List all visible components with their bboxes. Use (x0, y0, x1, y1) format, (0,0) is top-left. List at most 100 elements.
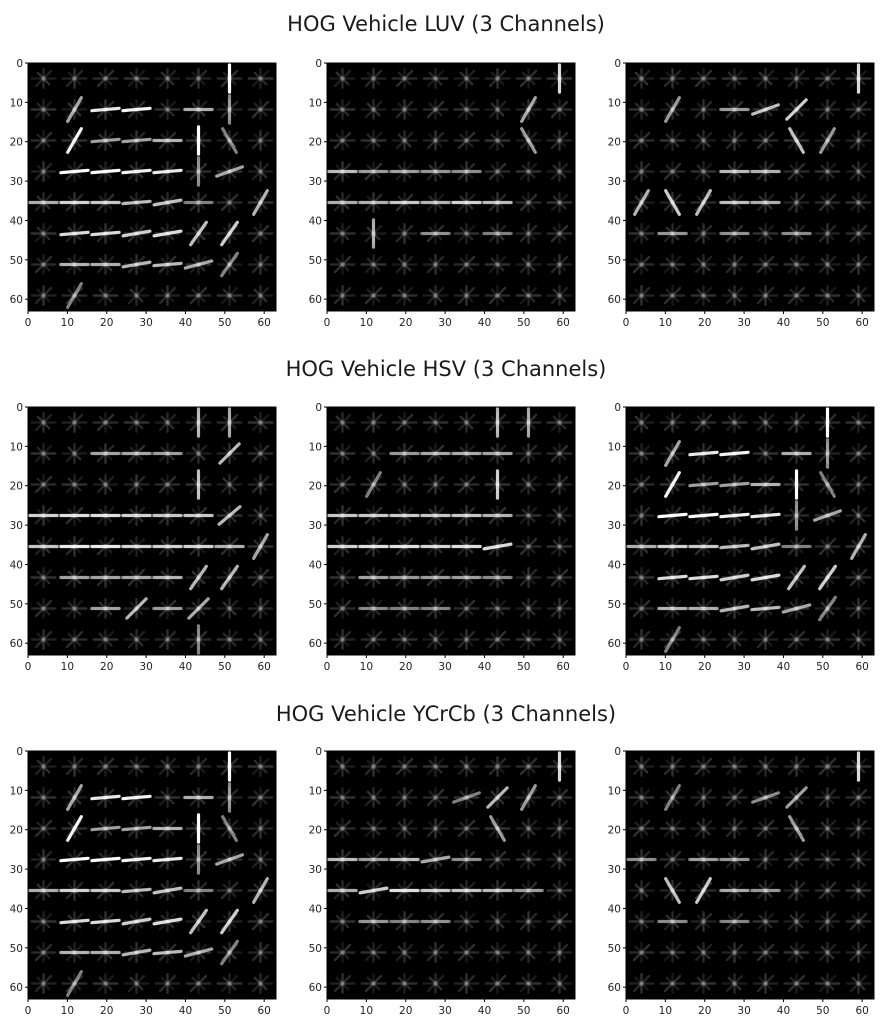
hog-cell (690, 817, 717, 840)
y-tick-label: 20 (608, 825, 621, 837)
axes-frame (27, 62, 277, 312)
hog-cell (329, 910, 356, 933)
hog-cell (721, 67, 748, 89)
hog-cell (546, 972, 573, 995)
plot-background (327, 751, 575, 999)
hog-cell (546, 99, 573, 120)
hog-cell (783, 67, 810, 89)
hog-cell (92, 628, 119, 651)
hog-cell (515, 443, 542, 464)
x-tick-label: 60 (258, 1005, 271, 1017)
hog-cell (422, 473, 449, 496)
hog-gradient-stroke (59, 918, 90, 925)
x-tick-label: 60 (856, 317, 869, 329)
hog-cell (92, 411, 119, 433)
hog-cell (329, 628, 356, 651)
hog-cell (154, 284, 181, 307)
hog-cell (546, 160, 573, 183)
hog-cell (628, 67, 655, 89)
hog-cell (752, 253, 779, 276)
hog-panel-hsv-ch3: 0 10 20 30 40 50 60 0 10 20 30 40 50 60 (598, 401, 880, 683)
hog-cell (360, 253, 387, 276)
plot-background (327, 63, 575, 311)
hog-cell (721, 910, 748, 933)
x-tick-label: 30 (139, 317, 152, 329)
y-tick-label: 50 (10, 255, 23, 267)
hog-cell (123, 473, 150, 496)
y-tick-label: 30 (309, 520, 322, 532)
y-tick-label: 30 (608, 520, 621, 532)
hog-gradient-stroke (152, 949, 183, 956)
hog-cell (659, 284, 686, 307)
hog-gradient-stroke (189, 564, 208, 591)
y-tick-label: 0 (16, 402, 23, 414)
hog-cell (453, 129, 480, 152)
hog-gradient-stroke (664, 471, 681, 498)
hog-cell (721, 628, 748, 651)
y-tick-label: 30 (10, 864, 23, 876)
x-tick-label: 0 (324, 661, 331, 673)
x-tick-label: 40 (179, 317, 192, 329)
hog-gradient-stroke (152, 856, 183, 863)
hog-cell (814, 191, 841, 214)
y-tick-label: 10 (10, 441, 23, 453)
hog-cell (628, 129, 655, 152)
y-tick-label: 10 (10, 97, 23, 109)
hog-cell (845, 504, 872, 527)
y-tick-label: 20 (309, 825, 322, 837)
hog-gradient-stroke (121, 825, 152, 832)
hog-cell (690, 67, 717, 89)
hog-cell (721, 972, 748, 995)
hog-cell (453, 597, 480, 620)
x-tick-label: 10 (61, 317, 74, 329)
hog-cell (752, 817, 779, 840)
hog-cell (814, 222, 841, 245)
hog-cell (247, 597, 274, 620)
hog-cell (247, 910, 274, 933)
hog-cell (515, 566, 542, 589)
hog-panel-ycrcb-ch3: 0 10 20 30 40 50 60 0 10 20 30 40 50 60 (598, 745, 880, 1027)
hog-cell (30, 817, 57, 840)
hog-cell (247, 253, 274, 276)
hog-cell (154, 787, 181, 808)
hog-cell (814, 99, 841, 120)
hog-cell (690, 99, 717, 120)
hog-gradient-stroke (220, 939, 239, 966)
hog-cell (422, 941, 449, 964)
hog-cell (30, 628, 57, 651)
hog-cell (422, 253, 449, 276)
hog-cell (391, 222, 418, 245)
hog-cell (329, 411, 356, 433)
hog-gradient-stroke (121, 199, 152, 206)
hog-gradient-stroke (90, 168, 121, 175)
hog-cell (329, 597, 356, 620)
x-tick-label: 30 (737, 317, 750, 329)
hog-cell (123, 972, 150, 995)
hog-gradient-stroke (90, 918, 121, 925)
row-title-ycrcb: HOG Vehicle YCrCb (3 Channels) (275, 702, 617, 726)
hog-cell (329, 972, 356, 995)
hog-cell (247, 817, 274, 840)
hog-cell (659, 67, 686, 89)
hog-cell (515, 941, 542, 964)
y-tick-label: 30 (10, 520, 23, 532)
axes-frame (625, 62, 875, 312)
y-tick-label: 30 (309, 176, 322, 188)
hog-cell (30, 597, 57, 620)
hog-gradient-stroke (688, 574, 719, 581)
y-tick-label: 60 (10, 638, 23, 650)
x-tick-label: 60 (856, 661, 869, 673)
x-tick-label: 20 (100, 661, 113, 673)
hog-cell (30, 910, 57, 933)
hog-cell (752, 848, 779, 871)
y-tick-label: 20 (309, 481, 322, 493)
y-tick-label: 30 (608, 176, 621, 188)
hog-cell (783, 628, 810, 651)
hog-cell (484, 160, 511, 183)
hog-cell (154, 99, 181, 120)
hog-cell (30, 411, 57, 433)
